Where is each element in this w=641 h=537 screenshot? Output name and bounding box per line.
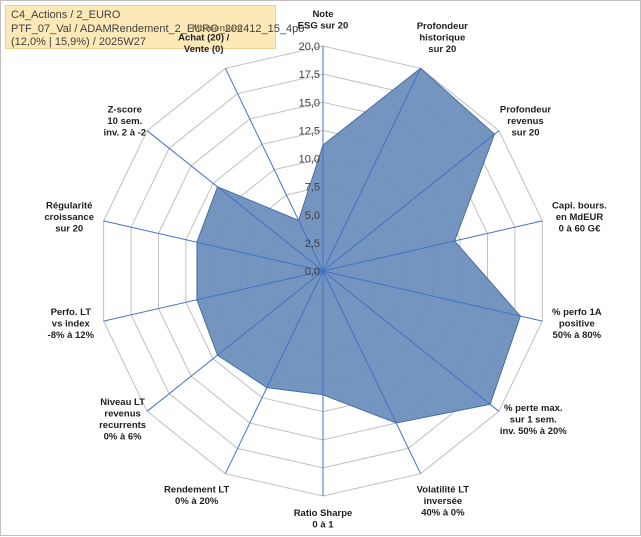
tick-label: 5,0 [305, 210, 320, 222]
axis-label: revenus [507, 116, 543, 127]
tick-label: 7,5 [305, 182, 320, 194]
axis-label: croissance [44, 212, 94, 223]
axis-label: Volatilité LT [417, 484, 470, 495]
tick-label: 2,5 [305, 238, 320, 250]
axis-label: sur 1 sem. [510, 414, 557, 425]
axis-label: 0% à 6% [104, 432, 143, 443]
data-area [197, 68, 521, 423]
tick-label: 20,0 [299, 41, 320, 53]
axis-label: 50% à 80% [553, 330, 602, 341]
tick-label: 0,0 [305, 266, 320, 278]
axis-label: inv. 2 à -2 [104, 128, 147, 139]
axis-label: Profondeur [417, 21, 468, 32]
axis-label: Capi. bours. [552, 201, 607, 212]
axis-label: sur 20 [512, 128, 540, 139]
tick-label: 17,5 [299, 69, 320, 81]
axis-label: ESG sur 20 [298, 21, 349, 32]
axis-label: Perfo. LT [51, 307, 92, 318]
axis-label: inversée [424, 496, 463, 507]
axis-label: 0 à 60 G€ [559, 224, 601, 235]
axis-label: 40% à 0% [421, 507, 465, 518]
axis-label: vs index [52, 318, 91, 329]
axis-label: 0 à 1 [312, 520, 334, 531]
axis-label: historique [419, 33, 465, 44]
axis-label: % perfo 1A [552, 307, 602, 318]
axis-label: Achat (20) / [178, 33, 230, 44]
axis-label: Rendement LT [164, 484, 229, 495]
tick-label: 10,0 [299, 154, 320, 166]
axis-label: Vente (0) [184, 44, 224, 55]
axis-label: inv. 50% à 20% [500, 426, 567, 437]
axis-label: Niveau LT [100, 397, 145, 408]
axis-label: sur 20 [55, 224, 83, 235]
tick-label: 15,0 [299, 97, 320, 109]
axis-label: 10 sem. [107, 116, 142, 127]
axis-label: positive [559, 318, 595, 329]
axis-label: recurrents [99, 420, 146, 431]
axis-label: Régularité [46, 201, 92, 212]
axis-label: % perte max. [504, 403, 563, 414]
axis-label: sur 20 [428, 44, 456, 55]
axis-label: -8% à 12% [48, 330, 95, 341]
axis-label: Note [312, 9, 333, 20]
axis-label: Ratio Sharpe [294, 508, 353, 519]
group-label: Momentum [192, 23, 243, 34]
axis-label: en MdEUR [556, 212, 604, 223]
axis-label: 0% à 20% [175, 496, 219, 507]
axis-label: Z-score [108, 105, 142, 116]
tick-label: 12,5 [299, 125, 320, 137]
axis-label: revenus [104, 409, 140, 420]
axis-label: Profondeur [500, 105, 551, 116]
